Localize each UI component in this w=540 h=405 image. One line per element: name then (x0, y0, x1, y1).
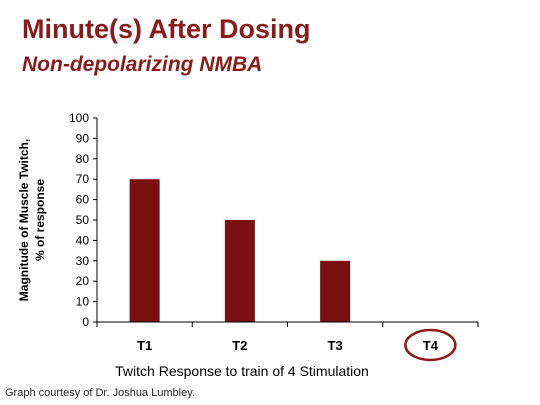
highlight-circle (404, 328, 457, 362)
y-tick-label: 80 (76, 152, 90, 166)
footnote: Graph courtesy of Dr. Joshua Lumbley. (5, 387, 195, 399)
y-tick-label: 10 (76, 295, 90, 309)
y-axis-title-line-1: Magnitude of Muscle Twitch, (17, 139, 31, 301)
bar-t1 (129, 179, 160, 322)
y-tick-label: 100 (69, 111, 89, 125)
x-tick-label-t3: T3 (328, 338, 343, 353)
y-tick-label: 0 (82, 315, 89, 329)
plot-area: 0 10 20 30 40 50 60 70 80 90 100 T1 T2 T3 T4 (69, 111, 479, 362)
y-tick-label: 40 (76, 233, 90, 247)
y-tick-label: 70 (76, 172, 90, 186)
y-axis-title: Magnitude of Muscle Twitch, % of respons… (17, 139, 47, 301)
bar-t3 (320, 260, 351, 322)
y-tick-label: 60 (76, 193, 90, 207)
slide-subtitle: Non-depolarizing NMBA (22, 53, 263, 76)
slide-title: Minute(s) After Dosing (22, 14, 311, 44)
bar-t2 (224, 220, 255, 322)
y-tick-label: 20 (76, 274, 90, 288)
x-axis-title: Twitch Response to train of 4 Stimulatio… (115, 363, 369, 379)
y-tick-label: 30 (76, 254, 90, 268)
y-axis-title-line-2: % of response (33, 179, 47, 261)
x-tick-label-t2: T2 (232, 338, 247, 353)
x-tick-label-t1: T1 (137, 338, 152, 353)
y-tick-label: 50 (76, 213, 90, 227)
x-tick-label-t4: T4 (423, 338, 439, 353)
y-tick-label: 90 (76, 131, 90, 145)
